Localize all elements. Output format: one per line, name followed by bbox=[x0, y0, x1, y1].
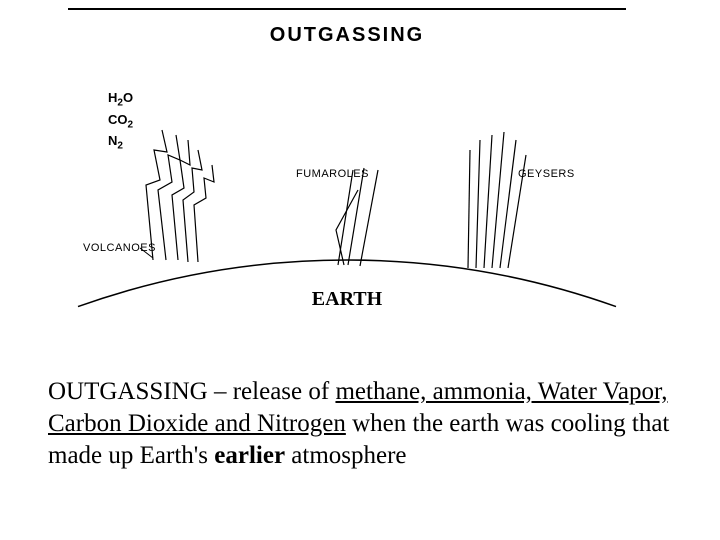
caption-text: OUTGASSING – release of methane, ammonia… bbox=[48, 376, 678, 472]
caption-part1: OUTGASSING – release of bbox=[48, 378, 335, 405]
label-geysers: GEYSERS bbox=[518, 168, 575, 180]
caption-bold: earlier bbox=[214, 442, 285, 469]
caption-part3: atmosphere bbox=[285, 442, 406, 469]
label-fumaroles: FUMAROLES bbox=[296, 168, 369, 180]
earth-label: EARTH bbox=[68, 288, 626, 311]
label-volcanoes: VOLCANOES bbox=[83, 242, 156, 254]
slide: OUTGASSING H2O CO2 N2 VOLCANOES FUMAROLE… bbox=[0, 0, 720, 540]
outgassing-diagram: OUTGASSING H2O CO2 N2 VOLCANOES FUMAROLE… bbox=[68, 8, 626, 326]
